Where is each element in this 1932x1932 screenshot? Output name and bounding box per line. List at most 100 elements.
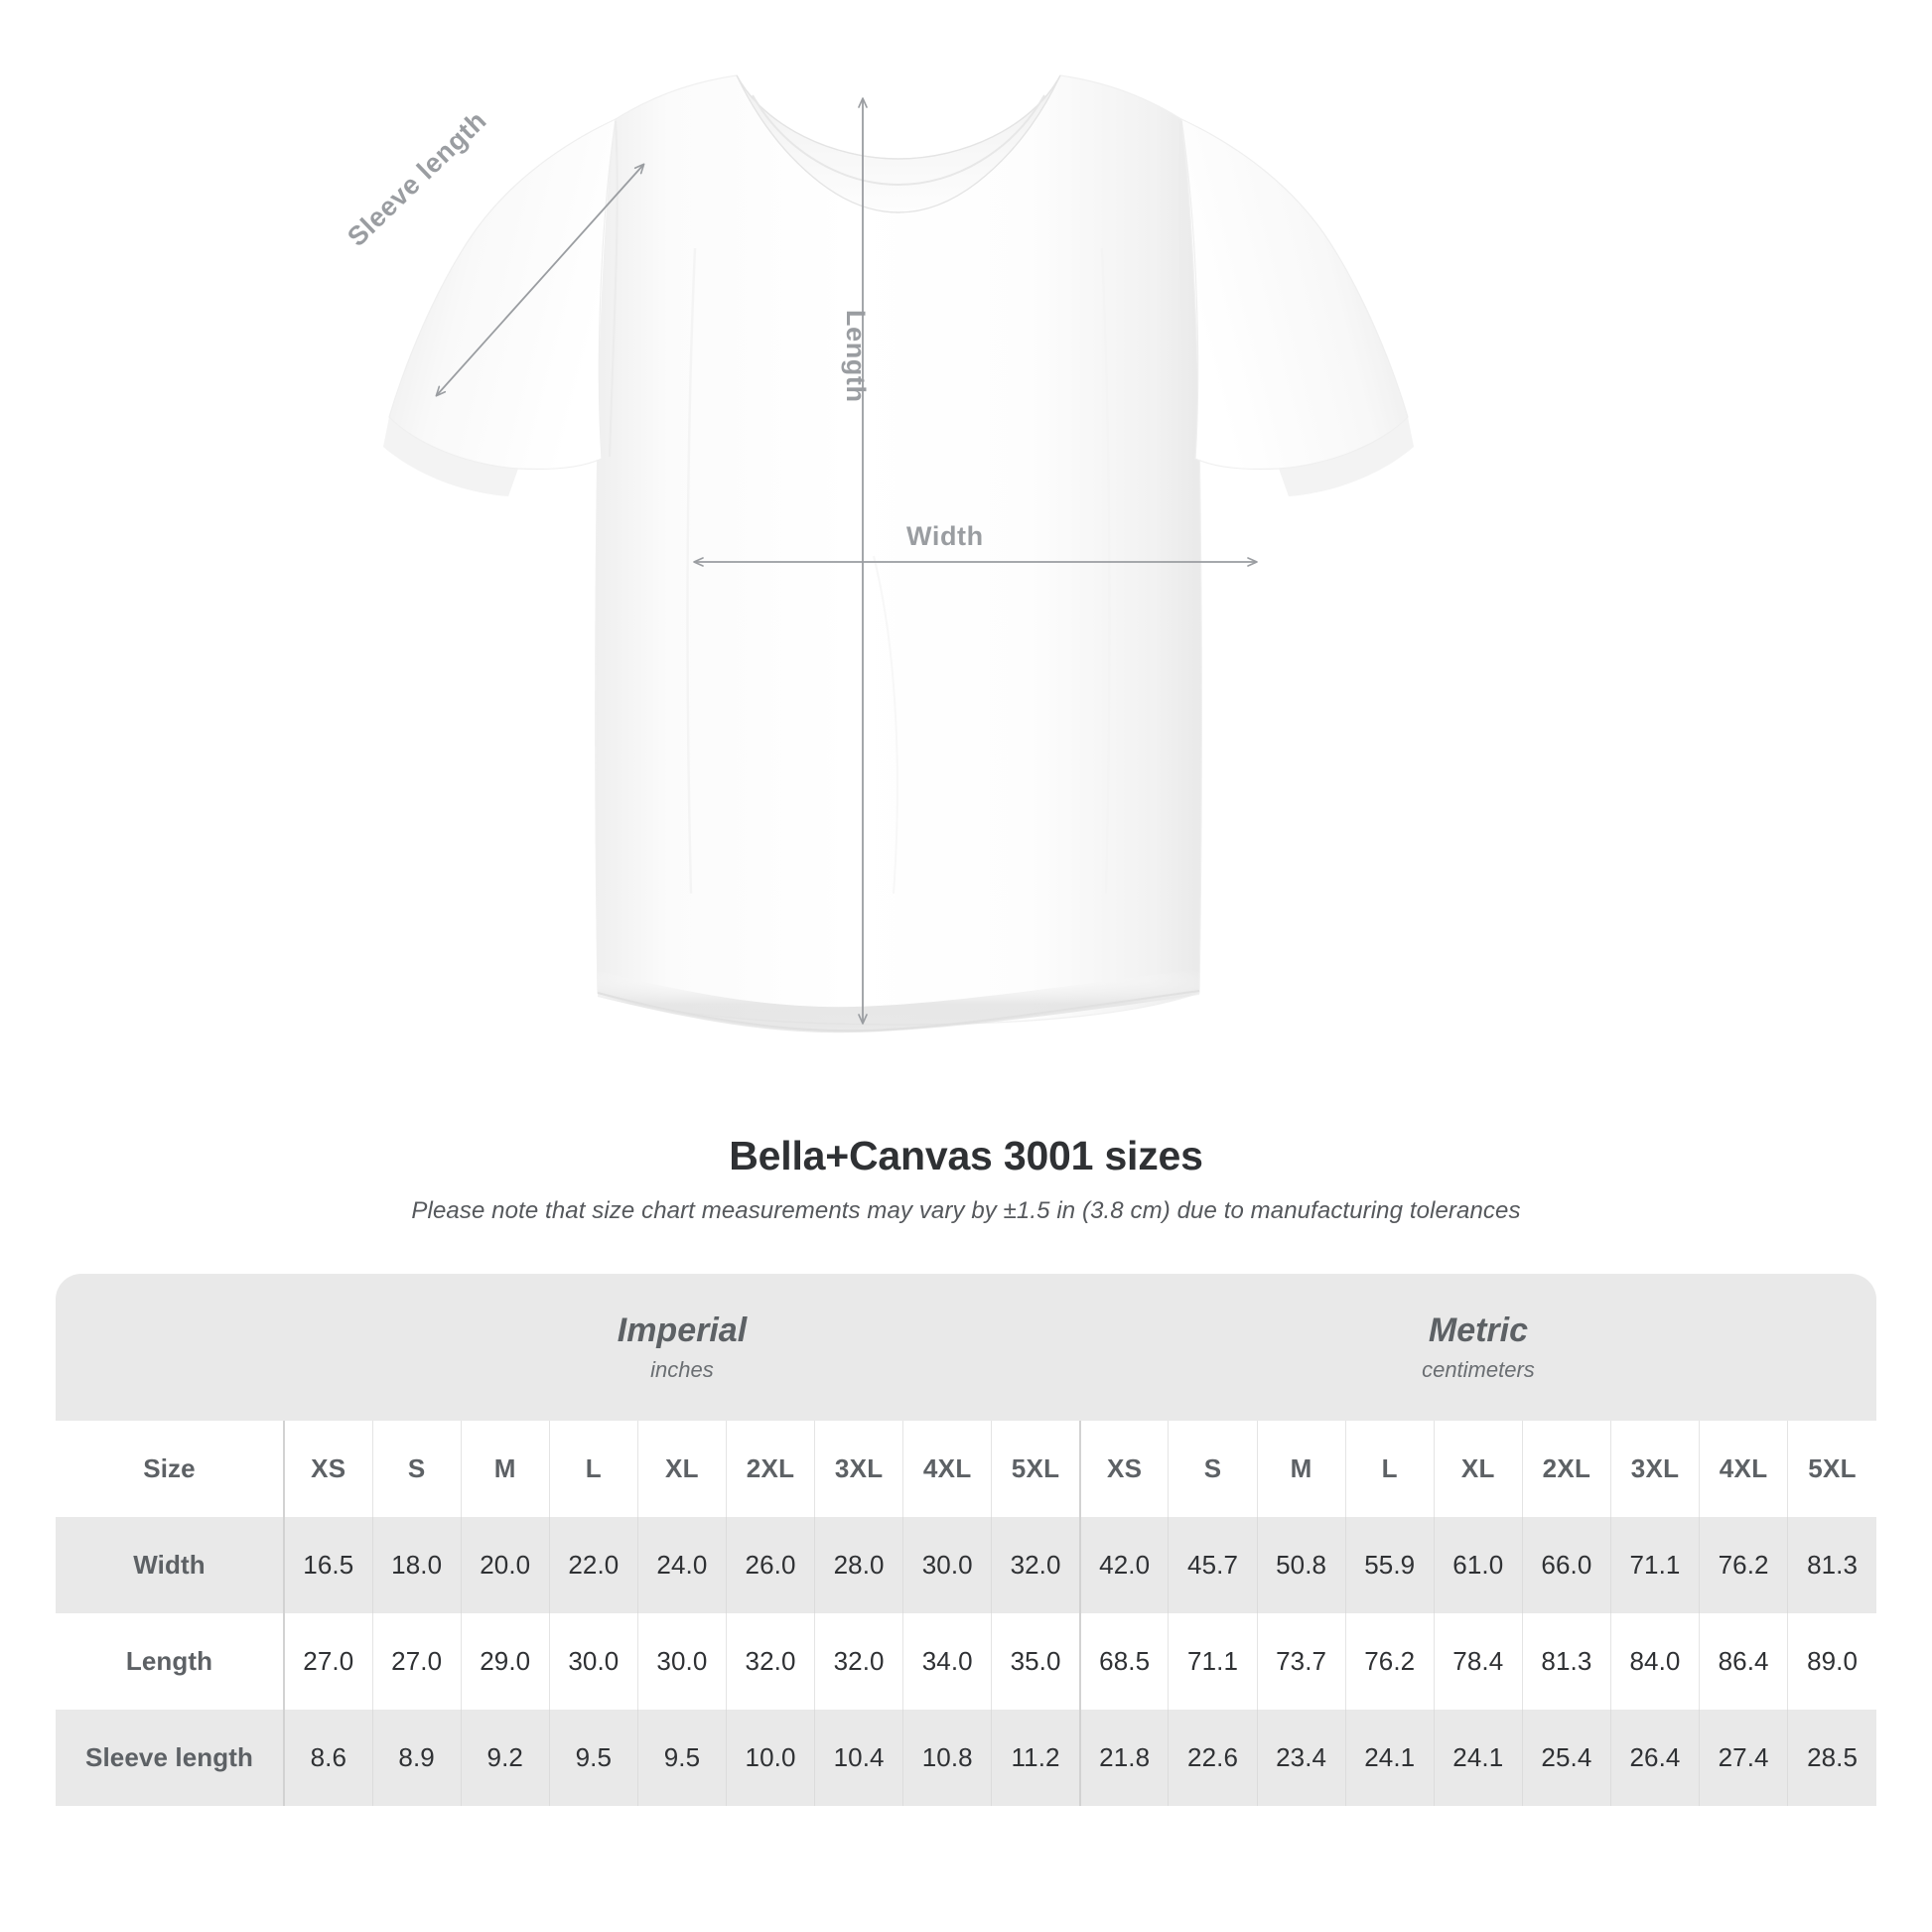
column-header-metric-l: L bbox=[1344, 1421, 1435, 1517]
metric-label: Metric bbox=[1428, 1311, 1529, 1349]
table-row-length: Length 27.0 27.0 29.0 30.0 30.0 32.0 32.… bbox=[56, 1613, 1876, 1710]
cell-length-metric-xl: 78.4 bbox=[1433, 1613, 1523, 1710]
cell-width-imperial-2xl: 26.0 bbox=[725, 1517, 815, 1613]
cell-width-metric-2xl: 66.0 bbox=[1521, 1517, 1611, 1613]
fabric-fold-3 bbox=[873, 555, 898, 895]
table-header-row: Size XS S M L XL 2XL 3XL 4XL 5XL XS S M … bbox=[56, 1421, 1876, 1517]
shirt-sleeve-hem-left bbox=[383, 417, 518, 496]
cell-sleeve-metric-4xl: 27.4 bbox=[1699, 1710, 1788, 1806]
page-title: Bella+Canvas 3001 sizes bbox=[729, 1133, 1203, 1178]
column-header-metric-m: M bbox=[1256, 1421, 1346, 1517]
cell-width-metric-xl: 61.0 bbox=[1433, 1517, 1523, 1613]
cell-width-imperial-l: 22.0 bbox=[548, 1517, 638, 1613]
shirt-collar bbox=[736, 74, 1061, 213]
header-size-label: Size bbox=[143, 1453, 196, 1483]
cell-width-metric-l: 55.9 bbox=[1344, 1517, 1435, 1613]
cell-sleeve-imperial-xl: 9.5 bbox=[636, 1710, 727, 1806]
tolerance-note: Please note that size chart measurements… bbox=[411, 1197, 1521, 1225]
table-row-width: Width 16.5 18.0 20.0 22.0 24.0 26.0 28.0… bbox=[56, 1517, 1876, 1613]
cell-length-metric-2xl: 81.3 bbox=[1521, 1613, 1611, 1710]
column-header-metric-2xl: 2XL bbox=[1521, 1421, 1611, 1517]
cell-length-metric-3xl: 84.0 bbox=[1609, 1613, 1700, 1710]
cell-width-metric-5xl: 81.3 bbox=[1787, 1517, 1876, 1613]
cell-sleeve-metric-5xl: 28.5 bbox=[1787, 1710, 1876, 1806]
column-header-metric-xl: XL bbox=[1433, 1421, 1523, 1517]
unit-band-spacer bbox=[56, 1274, 284, 1421]
cell-sleeve-metric-2xl: 25.4 bbox=[1521, 1710, 1611, 1806]
cell-length-imperial-5xl: 35.0 bbox=[991, 1613, 1080, 1710]
cell-width-imperial-xl: 24.0 bbox=[636, 1517, 727, 1613]
column-header-imperial-3xl: 3XL bbox=[814, 1421, 903, 1517]
cell-sleeve-imperial-3xl: 10.4 bbox=[814, 1710, 903, 1806]
cell-length-imperial-2xl: 32.0 bbox=[725, 1613, 815, 1710]
cell-sleeve-imperial-xs: 8.6 bbox=[283, 1710, 373, 1806]
cell-width-imperial-5xl: 32.0 bbox=[991, 1517, 1080, 1613]
cell-length-imperial-l: 30.0 bbox=[548, 1613, 638, 1710]
cell-length-imperial-s: 27.0 bbox=[371, 1613, 462, 1710]
cell-length-metric-5xl: 89.0 bbox=[1787, 1613, 1876, 1710]
cell-length-imperial-m: 29.0 bbox=[460, 1613, 550, 1710]
cell-sleeve-metric-3xl: 26.4 bbox=[1609, 1710, 1700, 1806]
size-table-container: Imperial inches Metric centimeters Size … bbox=[56, 1274, 1876, 1806]
cell-length-metric-m: 73.7 bbox=[1256, 1613, 1346, 1710]
cell-width-metric-s: 45.7 bbox=[1168, 1517, 1258, 1613]
column-header-metric-xs: XS bbox=[1078, 1421, 1169, 1517]
imperial-sublabel: inches bbox=[650, 1357, 714, 1383]
shirt-sleeve-left bbox=[388, 117, 617, 471]
shirt-sleeve-right bbox=[1180, 117, 1409, 471]
shirt-bottom-hem bbox=[598, 969, 1199, 1034]
cell-length-metric-l: 76.2 bbox=[1344, 1613, 1435, 1710]
size-table: Imperial inches Metric centimeters Size … bbox=[56, 1274, 1876, 1806]
column-header-imperial-5xl: 5XL bbox=[991, 1421, 1080, 1517]
tshirt-illustration bbox=[383, 74, 1414, 1034]
column-header-imperial-xl: XL bbox=[636, 1421, 727, 1517]
cell-length-metric-4xl: 86.4 bbox=[1699, 1613, 1788, 1710]
column-header-metric-4xl: 4XL bbox=[1699, 1421, 1788, 1517]
unit-group-imperial: Imperial inches bbox=[284, 1274, 1080, 1421]
cell-sleeve-imperial-s: 8.9 bbox=[371, 1710, 462, 1806]
cell-length-metric-s: 71.1 bbox=[1168, 1613, 1258, 1710]
fabric-fold-1 bbox=[686, 247, 697, 895]
hem-edge-line bbox=[597, 990, 1200, 1033]
cell-sleeve-imperial-m: 9.2 bbox=[460, 1710, 550, 1806]
cell-width-imperial-3xl: 28.0 bbox=[814, 1517, 903, 1613]
table-row-sleeve-length: Sleeve length 8.6 8.9 9.2 9.5 9.5 10.0 1… bbox=[56, 1710, 1876, 1806]
title-block: Bella+Canvas 3001 sizes Please note that… bbox=[0, 1132, 1932, 1225]
row-label-sleeve-length: Sleeve length bbox=[85, 1742, 253, 1772]
shoulder-seam-right bbox=[1178, 120, 1189, 458]
column-header-imperial-2xl: 2XL bbox=[725, 1421, 815, 1517]
cell-sleeve-metric-xl: 24.1 bbox=[1433, 1710, 1523, 1806]
shirt-diagram: Sleeve length Length Width bbox=[342, 74, 1414, 1034]
cell-sleeve-metric-m: 23.4 bbox=[1256, 1710, 1346, 1806]
cell-width-metric-xs: 42.0 bbox=[1078, 1517, 1169, 1613]
cell-width-imperial-xs: 16.5 bbox=[283, 1517, 373, 1613]
cell-width-imperial-m: 20.0 bbox=[460, 1517, 550, 1613]
cell-length-imperial-4xl: 34.0 bbox=[902, 1613, 992, 1710]
row-label-width: Width bbox=[133, 1550, 206, 1580]
cell-width-imperial-s: 18.0 bbox=[371, 1517, 462, 1613]
sleeve-measure-arrow bbox=[435, 163, 645, 397]
cell-sleeve-imperial-2xl: 10.0 bbox=[725, 1710, 815, 1806]
column-header-imperial-xs: XS bbox=[283, 1421, 373, 1517]
cell-width-metric-m: 50.8 bbox=[1256, 1517, 1346, 1613]
cell-length-imperial-xs: 27.0 bbox=[283, 1613, 373, 1710]
metric-sublabel: centimeters bbox=[1422, 1357, 1535, 1383]
cell-length-imperial-xl: 30.0 bbox=[636, 1613, 727, 1710]
unit-band-row: Imperial inches Metric centimeters bbox=[56, 1274, 1876, 1421]
collar-inner-seam bbox=[752, 94, 1045, 187]
column-header-imperial-4xl: 4XL bbox=[902, 1421, 992, 1517]
unit-group-metric: Metric centimeters bbox=[1080, 1274, 1876, 1421]
cell-sleeve-imperial-5xl: 11.2 bbox=[991, 1710, 1080, 1806]
column-header-imperial-m: M bbox=[460, 1421, 550, 1517]
column-header-metric-s: S bbox=[1168, 1421, 1258, 1517]
cell-length-metric-xs: 68.5 bbox=[1078, 1613, 1169, 1710]
cell-width-metric-3xl: 71.1 bbox=[1609, 1517, 1700, 1613]
cell-sleeve-metric-l: 24.1 bbox=[1344, 1710, 1435, 1806]
shirt-body bbox=[595, 74, 1202, 1026]
cell-sleeve-metric-xs: 21.8 bbox=[1078, 1710, 1169, 1806]
column-header-metric-3xl: 3XL bbox=[1609, 1421, 1700, 1517]
column-header-imperial-s: S bbox=[371, 1421, 462, 1517]
cell-length-imperial-3xl: 32.0 bbox=[814, 1613, 903, 1710]
column-header-imperial-l: L bbox=[548, 1421, 638, 1517]
cell-width-imperial-4xl: 30.0 bbox=[902, 1517, 992, 1613]
